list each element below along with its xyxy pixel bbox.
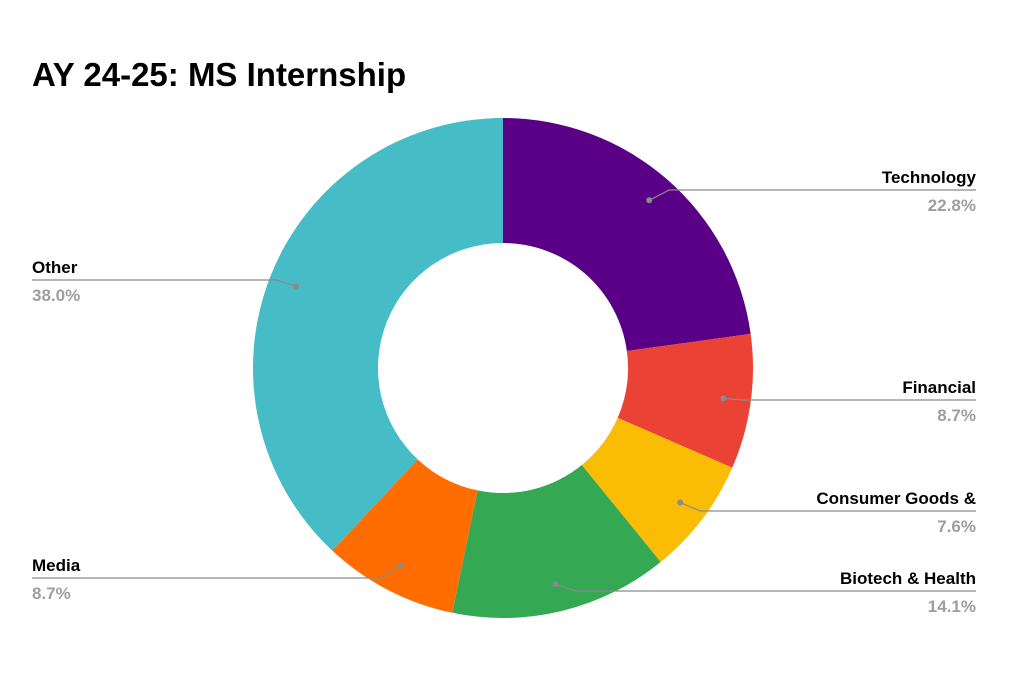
leader-line-financial (723, 397, 976, 401)
slice-financial (617, 333, 754, 468)
leader-dot-technology (646, 197, 653, 204)
label-consumer-goods: Consumer Goods & (816, 489, 976, 508)
leader-dot-biotech-health (552, 581, 559, 588)
percent-consumer-goods: 7.6% (937, 517, 976, 536)
leader-line-other (32, 279, 297, 287)
slice-technology (503, 118, 751, 351)
label-other: Other (32, 258, 78, 277)
percent-other: 38.0% (32, 286, 80, 305)
label-technology: Technology (882, 168, 977, 187)
leader-line-media (32, 565, 401, 579)
slice-consumer-goods (581, 417, 733, 563)
leader-line-consumer-goods (679, 501, 976, 512)
slice-media (332, 459, 478, 613)
label-financial: Financial (902, 378, 976, 397)
leader-line-technology (648, 189, 976, 201)
leader-dot-media (397, 562, 404, 569)
leader-dot-consumer-goods (677, 499, 684, 506)
percent-financial: 8.7% (937, 406, 976, 425)
leader-lines-group (32, 189, 976, 592)
percent-media: 8.7% (32, 584, 71, 603)
percent-biotech-health: 14.1% (928, 597, 976, 616)
slices-group (253, 118, 754, 619)
percent-technology: 22.8% (928, 196, 976, 215)
leader-line-biotech-health (555, 583, 976, 592)
labels-group: Technology 22.8% Financial 8.7% Consumer Goo… (32, 168, 977, 616)
label-media: Media (32, 556, 81, 575)
slice-biotech-health (452, 465, 661, 619)
slice-other (253, 118, 503, 551)
chart-title: AY 24-25: MS Internship (32, 56, 407, 93)
leader-dot-financial (720, 395, 727, 402)
label-biotech-health: Biotech & Health (840, 569, 976, 588)
leader-dot-other (293, 283, 300, 290)
